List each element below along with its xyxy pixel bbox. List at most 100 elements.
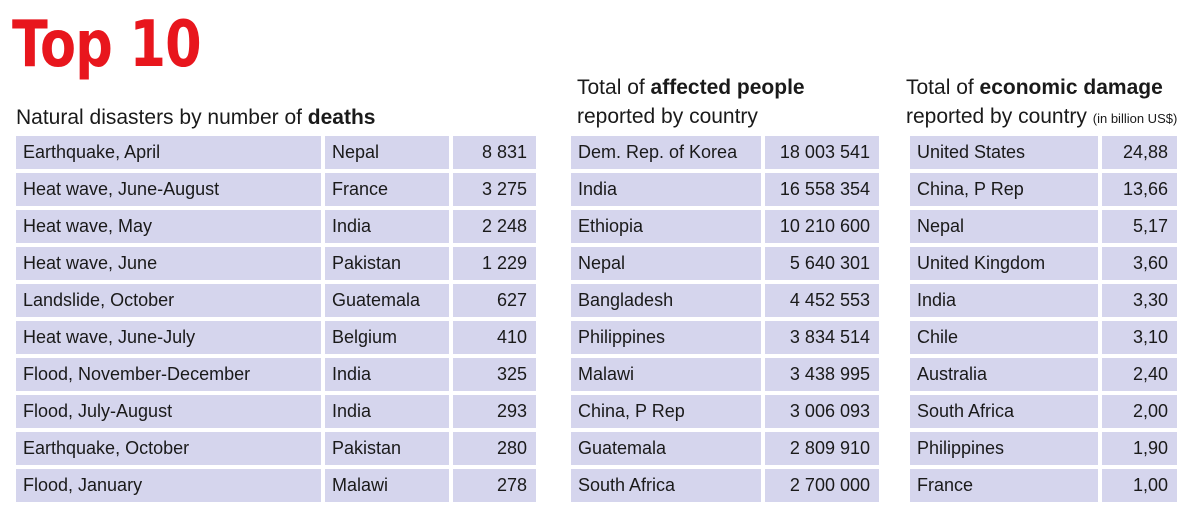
affected-row: Nepal 5 640 301 bbox=[571, 247, 879, 280]
affected-heading-prefix: Total of bbox=[577, 76, 651, 99]
deaths-row: Earthquake, April Nepal 8 831 bbox=[16, 136, 536, 169]
damage-value-cell: 13,66 bbox=[1102, 173, 1177, 206]
damage-heading-line1: Total of economic damage bbox=[906, 73, 1177, 102]
affected-heading-bold: affected people bbox=[650, 76, 805, 99]
damage-heading-line2: reported by country (in billion US$) bbox=[906, 102, 1177, 133]
damage-row: India 3,30 bbox=[910, 284, 1177, 317]
affected-value-cell: 3 834 514 bbox=[765, 321, 879, 354]
deaths-event-cell: Flood, July-August bbox=[16, 395, 321, 428]
affected-country-cell: Guatemala bbox=[571, 432, 761, 465]
deaths-heading: Natural disasters by number of deaths bbox=[16, 103, 375, 132]
deaths-table-body: Earthquake, April Nepal 8 831 Heat wave, Ju… bbox=[16, 136, 536, 502]
affected-heading-line2: reported by country bbox=[577, 105, 758, 128]
deaths-country-cell: France bbox=[325, 173, 449, 206]
deaths-value-cell: 278 bbox=[453, 469, 536, 502]
affected-country-cell: India bbox=[571, 173, 761, 206]
damage-heading: Total of economic damage reported by cou… bbox=[906, 73, 1177, 133]
affected-row: Bangladesh 4 452 553 bbox=[571, 284, 879, 317]
affected-row: Malawi 3 438 995 bbox=[571, 358, 879, 391]
affected-table: Dem. Rep. of Korea 18 003 541 India 16 558 … bbox=[567, 132, 883, 506]
affected-value-cell: 3 006 093 bbox=[765, 395, 879, 428]
damage-table-body: United States 24,88 China, P Rep 13,66 Nepal… bbox=[910, 136, 1177, 502]
damage-country-cell: Australia bbox=[910, 358, 1098, 391]
deaths-row: Flood, November-December India 325 bbox=[16, 358, 536, 391]
deaths-country-cell: India bbox=[325, 395, 449, 428]
deaths-row: Heat wave, May India 2 248 bbox=[16, 210, 536, 243]
damage-country-cell: United Kingdom bbox=[910, 247, 1098, 280]
deaths-event-cell: Flood, November-December bbox=[16, 358, 321, 391]
deaths-table: Earthquake, April Nepal 8 831 Heat wave, Ju… bbox=[12, 132, 540, 506]
affected-country-cell: Philippines bbox=[571, 321, 761, 354]
affected-value-cell: 4 452 553 bbox=[765, 284, 879, 317]
damage-value-cell: 2,40 bbox=[1102, 358, 1177, 391]
deaths-value-cell: 1 229 bbox=[453, 247, 536, 280]
deaths-row: Heat wave, June-August France 3 275 bbox=[16, 173, 536, 206]
deaths-event-cell: Heat wave, June-August bbox=[16, 173, 321, 206]
damage-value-cell: 1,00 bbox=[1102, 469, 1177, 502]
affected-value-cell: 16 558 354 bbox=[765, 173, 879, 206]
affected-row: South Africa 2 700 000 bbox=[571, 469, 879, 502]
affected-heading: Total of affected people reported by cou… bbox=[577, 73, 805, 131]
damage-table: United States 24,88 China, P Rep 13,66 Nepal… bbox=[906, 132, 1181, 506]
affected-value-cell: 2 700 000 bbox=[765, 469, 879, 502]
damage-country-cell: Philippines bbox=[910, 432, 1098, 465]
affected-table-body: Dem. Rep. of Korea 18 003 541 India 16 558 … bbox=[571, 136, 879, 502]
affected-country-cell: Malawi bbox=[571, 358, 761, 391]
deaths-value-cell: 3 275 bbox=[453, 173, 536, 206]
affected-country-cell: Ethiopia bbox=[571, 210, 761, 243]
deaths-value-cell: 293 bbox=[453, 395, 536, 428]
affected-row: Ethiopia 10 210 600 bbox=[571, 210, 879, 243]
deaths-event-cell: Earthquake, April bbox=[16, 136, 321, 169]
main-title: Top 10 bbox=[12, 8, 202, 82]
deaths-event-cell: Earthquake, October bbox=[16, 432, 321, 465]
damage-row: Nepal 5,17 bbox=[910, 210, 1177, 243]
deaths-value-cell: 280 bbox=[453, 432, 536, 465]
deaths-event-cell: Heat wave, May bbox=[16, 210, 321, 243]
damage-row: United States 24,88 bbox=[910, 136, 1177, 169]
deaths-value-cell: 8 831 bbox=[453, 136, 536, 169]
deaths-row: Earthquake, October Pakistan 280 bbox=[16, 432, 536, 465]
affected-value-cell: 10 210 600 bbox=[765, 210, 879, 243]
damage-country-cell: Nepal bbox=[910, 210, 1098, 243]
damage-row: China, P Rep 13,66 bbox=[910, 173, 1177, 206]
damage-value-cell: 3,30 bbox=[1102, 284, 1177, 317]
damage-country-cell: Chile bbox=[910, 321, 1098, 354]
deaths-value-cell: 2 248 bbox=[453, 210, 536, 243]
damage-country-cell: France bbox=[910, 469, 1098, 502]
deaths-row: Flood, July-August India 293 bbox=[16, 395, 536, 428]
affected-row: Dem. Rep. of Korea 18 003 541 bbox=[571, 136, 879, 169]
damage-heading-text: reported by country bbox=[906, 105, 1093, 128]
affected-value-cell: 3 438 995 bbox=[765, 358, 879, 391]
deaths-heading-bold: deaths bbox=[307, 106, 376, 129]
deaths-country-cell: Belgium bbox=[325, 321, 449, 354]
affected-value-cell: 5 640 301 bbox=[765, 247, 879, 280]
deaths-value-cell: 627 bbox=[453, 284, 536, 317]
damage-heading-prefix: Total of bbox=[906, 76, 980, 99]
deaths-event-cell: Heat wave, June-July bbox=[16, 321, 321, 354]
deaths-country-cell: Guatemala bbox=[325, 284, 449, 317]
damage-value-cell: 24,88 bbox=[1102, 136, 1177, 169]
deaths-country-cell: Nepal bbox=[325, 136, 449, 169]
damage-country-cell: South Africa bbox=[910, 395, 1098, 428]
affected-row: India 16 558 354 bbox=[571, 173, 879, 206]
deaths-country-cell: India bbox=[325, 358, 449, 391]
deaths-country-cell: Malawi bbox=[325, 469, 449, 502]
deaths-event-cell: Flood, January bbox=[16, 469, 321, 502]
affected-heading-line1: Total of affected people bbox=[577, 73, 805, 102]
deaths-event-cell: Heat wave, June bbox=[16, 247, 321, 280]
damage-value-cell: 2,00 bbox=[1102, 395, 1177, 428]
damage-heading-bold: economic damage bbox=[979, 76, 1163, 99]
affected-country-cell: Nepal bbox=[571, 247, 761, 280]
damage-value-cell: 1,90 bbox=[1102, 432, 1177, 465]
deaths-event-cell: Landslide, October bbox=[16, 284, 321, 317]
damage-row: Australia 2,40 bbox=[910, 358, 1177, 391]
affected-row: China, P Rep 3 006 093 bbox=[571, 395, 879, 428]
deaths-row: Heat wave, June Pakistan 1 229 bbox=[16, 247, 536, 280]
damage-heading-unit: (in billion US$) bbox=[1092, 111, 1178, 126]
damage-country-cell: United States bbox=[910, 136, 1098, 169]
damage-value-cell: 5,17 bbox=[1102, 210, 1177, 243]
damage-row: Chile 3,10 bbox=[910, 321, 1177, 354]
deaths-country-cell: Pakistan bbox=[325, 432, 449, 465]
affected-country-cell: China, P Rep bbox=[571, 395, 761, 428]
damage-row: France 1,00 bbox=[910, 469, 1177, 502]
